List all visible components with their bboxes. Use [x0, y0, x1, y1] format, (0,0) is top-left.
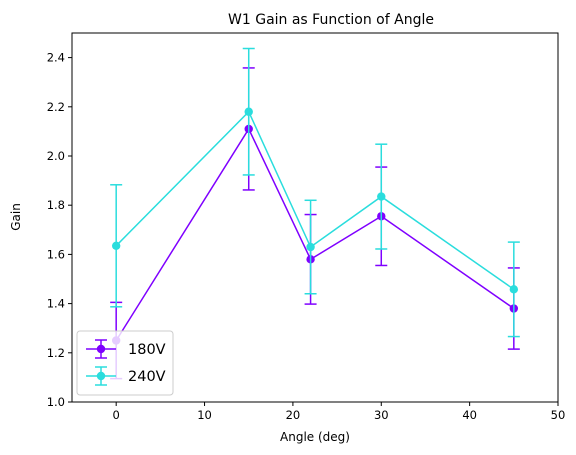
legend-label: 180V [128, 342, 166, 358]
data-point [377, 192, 386, 201]
legend: 180V 240V [76, 330, 174, 396]
legend-marker [96, 344, 106, 354]
x-axis-label: Angle (deg) [280, 430, 350, 444]
y-tick-label: 1.8 [47, 198, 65, 212]
y-tick-label: 2.2 [47, 100, 65, 114]
y-axis-label: Gain [9, 203, 23, 231]
y-tick-label: 2.0 [47, 149, 65, 163]
y-tick-label: 2.4 [47, 51, 65, 65]
legend-label: 240V [128, 369, 166, 385]
data-point [509, 285, 519, 294]
plot-frame [71, 32, 559, 403]
y-tick-label: 1.4 [47, 297, 65, 311]
series-layer [110, 47, 520, 380]
chart-title: W1 Gain as Function of Angle [228, 12, 434, 28]
data-point [111, 241, 121, 250]
x-axis-ticks: 0 10 20 30 40 50 [113, 402, 566, 422]
y-axis-ticks: 1.0 1.2 1.4 1.6 1.8 2.0 2.2 2.4 [47, 51, 72, 409]
legend-box [76, 330, 174, 396]
legend-marker [96, 371, 106, 381]
x-tick-label: 50 [551, 408, 566, 422]
data-point [244, 107, 253, 116]
x-tick-label: 0 [113, 408, 120, 422]
x-tick-label: 40 [462, 408, 477, 422]
x-tick-label: 30 [374, 408, 389, 422]
x-tick-label: 10 [197, 408, 212, 422]
data-point [306, 242, 315, 252]
x-tick-label: 20 [286, 408, 301, 422]
series-240V [110, 47, 520, 338]
y-tick-label: 1.2 [47, 346, 65, 360]
y-tick-label: 1.6 [47, 247, 65, 261]
y-tick-label: 1.0 [47, 395, 65, 409]
